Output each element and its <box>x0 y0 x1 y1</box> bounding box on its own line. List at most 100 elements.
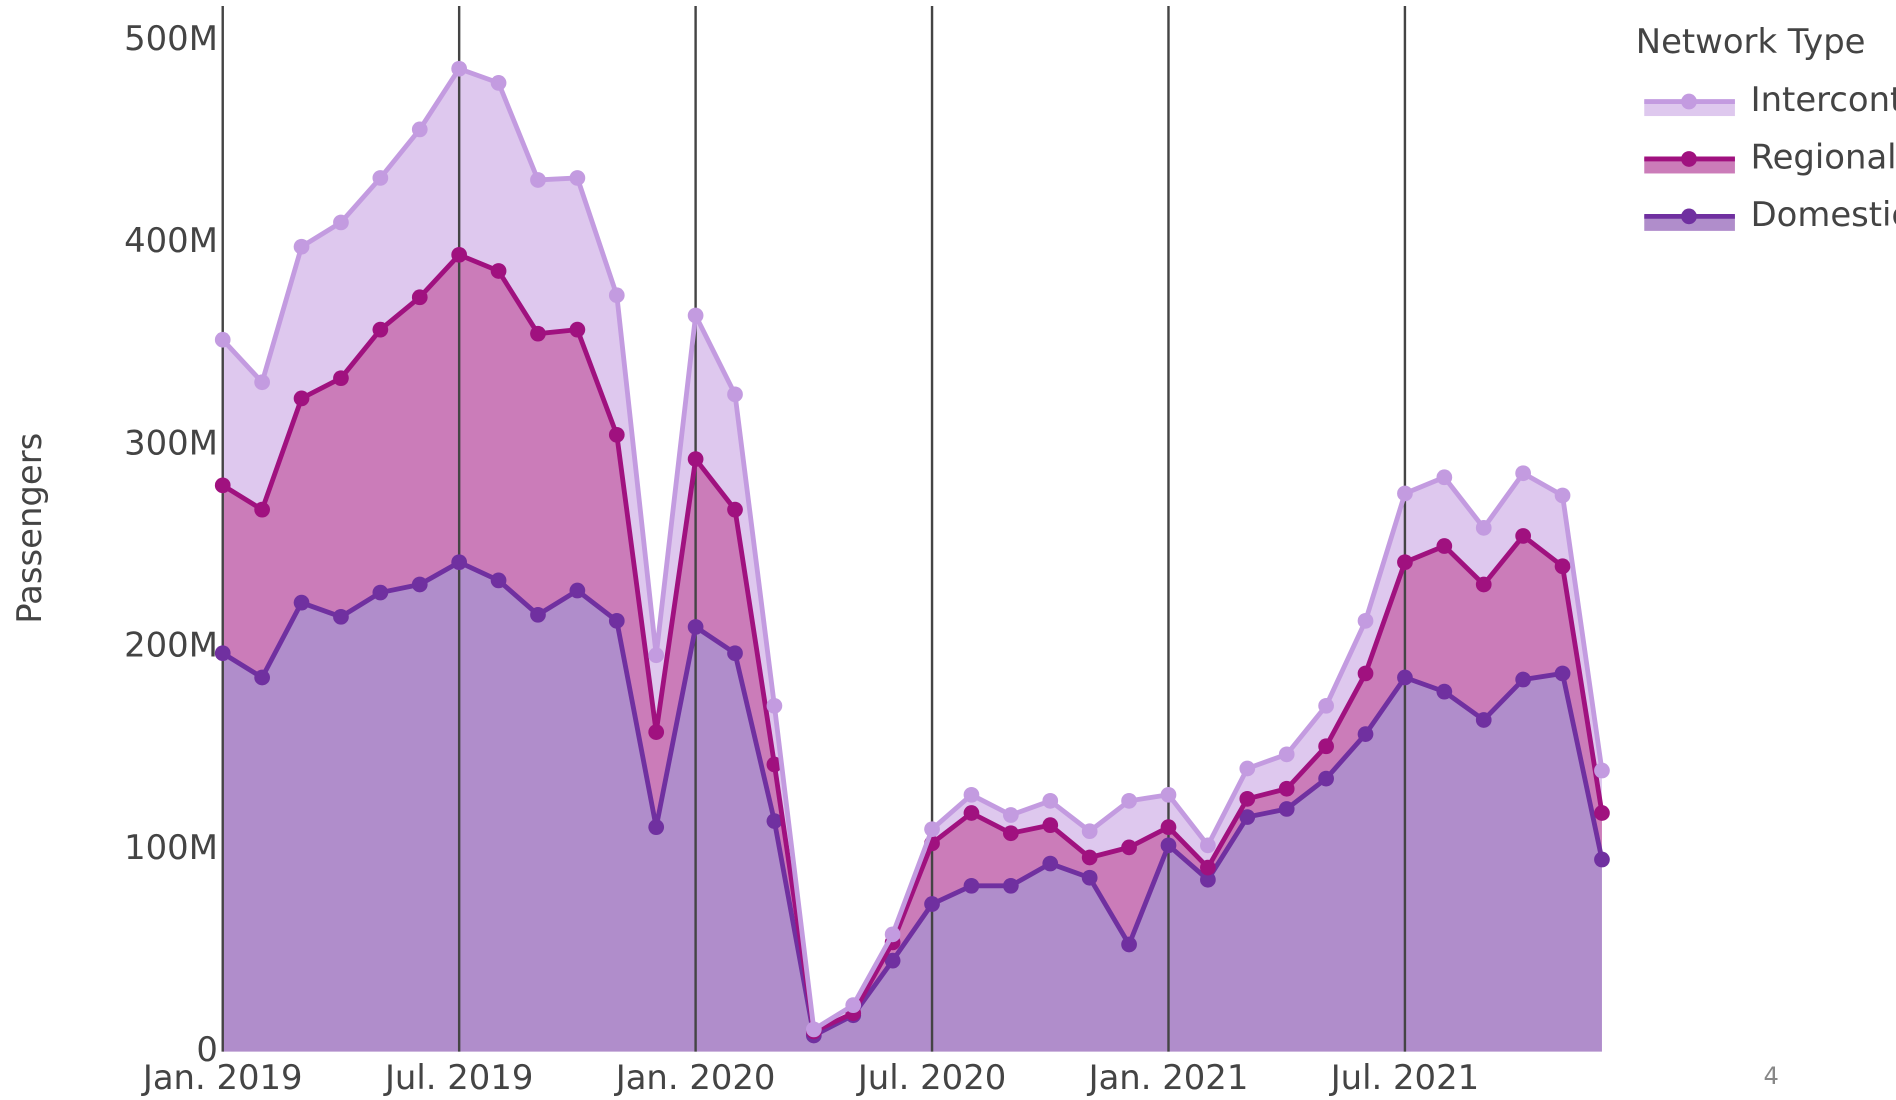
marker <box>1278 746 1295 763</box>
marker <box>1357 726 1374 742</box>
marker <box>1081 823 1098 840</box>
marker <box>411 121 428 138</box>
marker <box>884 926 901 943</box>
marker <box>1397 669 1413 686</box>
marker <box>1318 697 1334 714</box>
marker <box>1594 762 1610 779</box>
y-tick-label: 400M <box>124 221 218 260</box>
marker <box>608 287 625 304</box>
marker <box>451 554 468 571</box>
marker <box>490 75 507 91</box>
marker <box>1475 519 1492 536</box>
marker <box>411 289 428 306</box>
y-axis-label: Passengers <box>10 433 49 624</box>
marker <box>1003 807 1019 823</box>
marker <box>333 608 349 625</box>
marker <box>1515 671 1531 688</box>
marker <box>608 613 625 629</box>
marker <box>490 572 507 589</box>
marker <box>648 724 665 740</box>
marker <box>1594 805 1610 821</box>
legend-label: Regional <box>1751 137 1896 176</box>
marker <box>569 321 586 338</box>
marker <box>1239 760 1256 777</box>
marker <box>1436 469 1453 486</box>
marker <box>214 331 231 348</box>
line <box>221 252 1605 1034</box>
marker <box>569 582 586 599</box>
y-tick-label: 200M <box>124 626 218 665</box>
marker <box>1278 780 1295 797</box>
marker <box>1003 877 1019 894</box>
x-tick-label: Jan. 2021 <box>1087 1058 1249 1097</box>
marker <box>530 606 546 623</box>
marker <box>1357 665 1374 682</box>
x-tick-label: Jan. 2019 <box>141 1058 303 1097</box>
marker <box>214 645 231 662</box>
marker <box>1554 487 1571 504</box>
marker <box>490 263 507 279</box>
legend-marker <box>1681 151 1697 167</box>
marker <box>687 307 704 324</box>
marker <box>1160 837 1177 854</box>
marker <box>727 386 743 403</box>
marker <box>1397 554 1413 571</box>
marker <box>1239 809 1256 825</box>
legend-title: Network Type <box>1636 22 1866 61</box>
marker <box>372 170 389 186</box>
marker <box>608 426 625 443</box>
marker <box>1160 819 1177 836</box>
marker <box>333 214 349 231</box>
area <box>222 68 1602 1032</box>
marker <box>254 669 270 686</box>
marker <box>333 370 349 387</box>
marker <box>648 819 665 836</box>
marker <box>254 501 270 518</box>
marker <box>1515 465 1531 482</box>
marker <box>1357 613 1374 629</box>
y-tick-label: 0 <box>196 1030 218 1069</box>
marker <box>1042 793 1059 809</box>
marker <box>293 238 310 255</box>
marker <box>648 647 665 664</box>
marker <box>963 805 980 821</box>
marker <box>451 60 468 77</box>
y-tick-label: 100M <box>124 828 218 867</box>
marker <box>411 576 428 593</box>
marker <box>1121 793 1137 809</box>
x-tick-label: Jan. 2020 <box>614 1058 776 1097</box>
marker <box>372 321 389 338</box>
marker <box>924 821 940 838</box>
marker <box>1594 851 1610 868</box>
marker <box>845 997 862 1013</box>
marker <box>254 374 270 391</box>
marker <box>293 390 310 407</box>
marker <box>1200 859 1216 876</box>
marker <box>1003 825 1019 842</box>
marker <box>1318 770 1334 787</box>
legend-label: Domestic <box>1751 195 1896 234</box>
marker <box>1160 786 1177 803</box>
marker <box>1475 712 1492 728</box>
marker <box>766 813 783 829</box>
marker <box>530 325 546 342</box>
annotation: 4 <box>1763 1062 1778 1090</box>
y-tick-label: 500M <box>124 19 218 58</box>
legend-marker <box>1681 93 1697 110</box>
legend-marker <box>1681 208 1697 225</box>
x-tick-label: Jul. 2020 <box>856 1058 1006 1097</box>
marker <box>687 619 704 635</box>
marker <box>1121 839 1137 856</box>
marker <box>1278 801 1295 817</box>
marker <box>1042 817 1059 833</box>
marker <box>1397 485 1413 502</box>
marker <box>214 477 231 494</box>
marker <box>1042 855 1059 872</box>
marker <box>372 584 389 601</box>
marker <box>805 1021 822 1038</box>
y-tick-label: 300M <box>124 423 218 462</box>
marker <box>1081 869 1098 886</box>
x-tick-label: Jul. 2019 <box>383 1058 533 1097</box>
marker <box>1239 790 1256 807</box>
